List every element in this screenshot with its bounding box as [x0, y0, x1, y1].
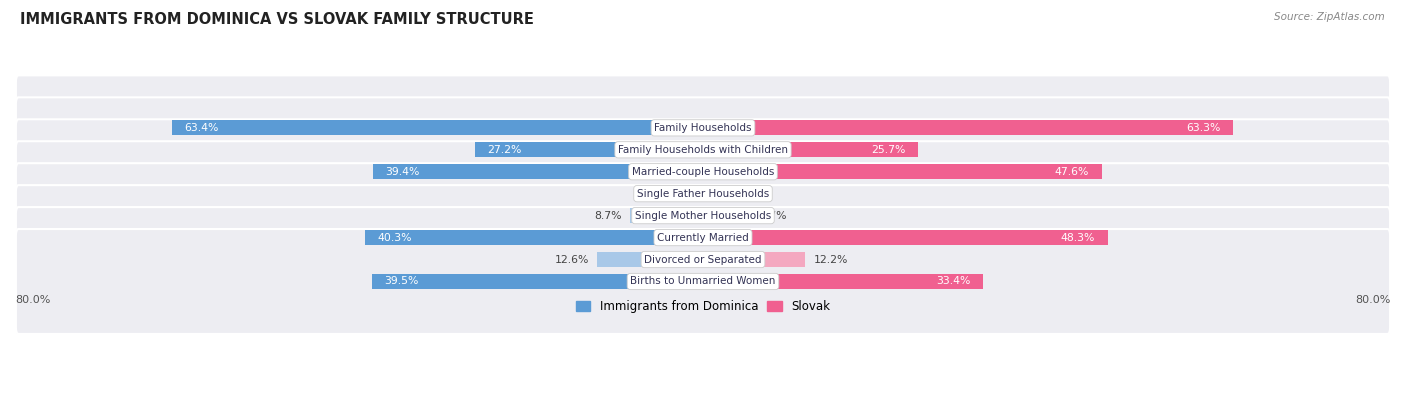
- Text: 12.6%: 12.6%: [555, 254, 589, 265]
- FancyBboxPatch shape: [15, 119, 1391, 224]
- Bar: [703, 142, 918, 157]
- Text: 47.6%: 47.6%: [1054, 167, 1090, 177]
- Text: 2.5%: 2.5%: [647, 189, 673, 199]
- Text: 5.7%: 5.7%: [759, 211, 786, 221]
- Text: 8.7%: 8.7%: [595, 211, 621, 221]
- FancyBboxPatch shape: [15, 75, 1391, 180]
- Bar: [630, 208, 703, 223]
- Bar: [373, 274, 703, 289]
- Bar: [703, 230, 1108, 245]
- Text: Married-couple Households: Married-couple Households: [631, 167, 775, 177]
- Text: 80.0%: 80.0%: [15, 295, 51, 305]
- FancyBboxPatch shape: [15, 185, 1391, 290]
- Text: Divorced or Separated: Divorced or Separated: [644, 254, 762, 265]
- Text: 33.4%: 33.4%: [936, 276, 970, 286]
- Text: Family Households: Family Households: [654, 123, 752, 133]
- Text: 25.7%: 25.7%: [872, 145, 905, 155]
- Text: Source: ZipAtlas.com: Source: ZipAtlas.com: [1274, 12, 1385, 22]
- Bar: [475, 142, 703, 157]
- FancyBboxPatch shape: [15, 229, 1391, 334]
- Text: 27.2%: 27.2%: [488, 145, 522, 155]
- FancyBboxPatch shape: [15, 141, 1391, 246]
- Bar: [682, 186, 703, 201]
- Text: 12.2%: 12.2%: [814, 254, 848, 265]
- Bar: [373, 164, 703, 179]
- Text: Currently Married: Currently Married: [657, 233, 749, 243]
- Legend: Immigrants from Dominica, Slovak: Immigrants from Dominica, Slovak: [571, 295, 835, 318]
- Text: 63.3%: 63.3%: [1187, 123, 1220, 133]
- Text: 40.3%: 40.3%: [378, 233, 412, 243]
- Bar: [703, 164, 1102, 179]
- Bar: [703, 186, 721, 201]
- FancyBboxPatch shape: [15, 163, 1391, 268]
- Text: 39.4%: 39.4%: [385, 167, 420, 177]
- Bar: [598, 252, 703, 267]
- Text: 80.0%: 80.0%: [1355, 295, 1391, 305]
- Bar: [366, 230, 703, 245]
- Bar: [703, 274, 983, 289]
- Text: 39.5%: 39.5%: [385, 276, 419, 286]
- Bar: [172, 120, 703, 135]
- Text: IMMIGRANTS FROM DOMINICA VS SLOVAK FAMILY STRUCTURE: IMMIGRANTS FROM DOMINICA VS SLOVAK FAMIL…: [20, 12, 533, 27]
- Text: Single Father Households: Single Father Households: [637, 189, 769, 199]
- Text: 48.3%: 48.3%: [1060, 233, 1095, 243]
- Text: 2.2%: 2.2%: [730, 189, 758, 199]
- Text: Single Mother Households: Single Mother Households: [636, 211, 770, 221]
- FancyBboxPatch shape: [15, 207, 1391, 312]
- FancyBboxPatch shape: [15, 97, 1391, 202]
- Text: Family Households with Children: Family Households with Children: [619, 145, 787, 155]
- Text: 63.4%: 63.4%: [184, 123, 219, 133]
- Bar: [703, 208, 751, 223]
- Text: Births to Unmarried Women: Births to Unmarried Women: [630, 276, 776, 286]
- Bar: [703, 120, 1233, 135]
- Bar: [703, 252, 806, 267]
